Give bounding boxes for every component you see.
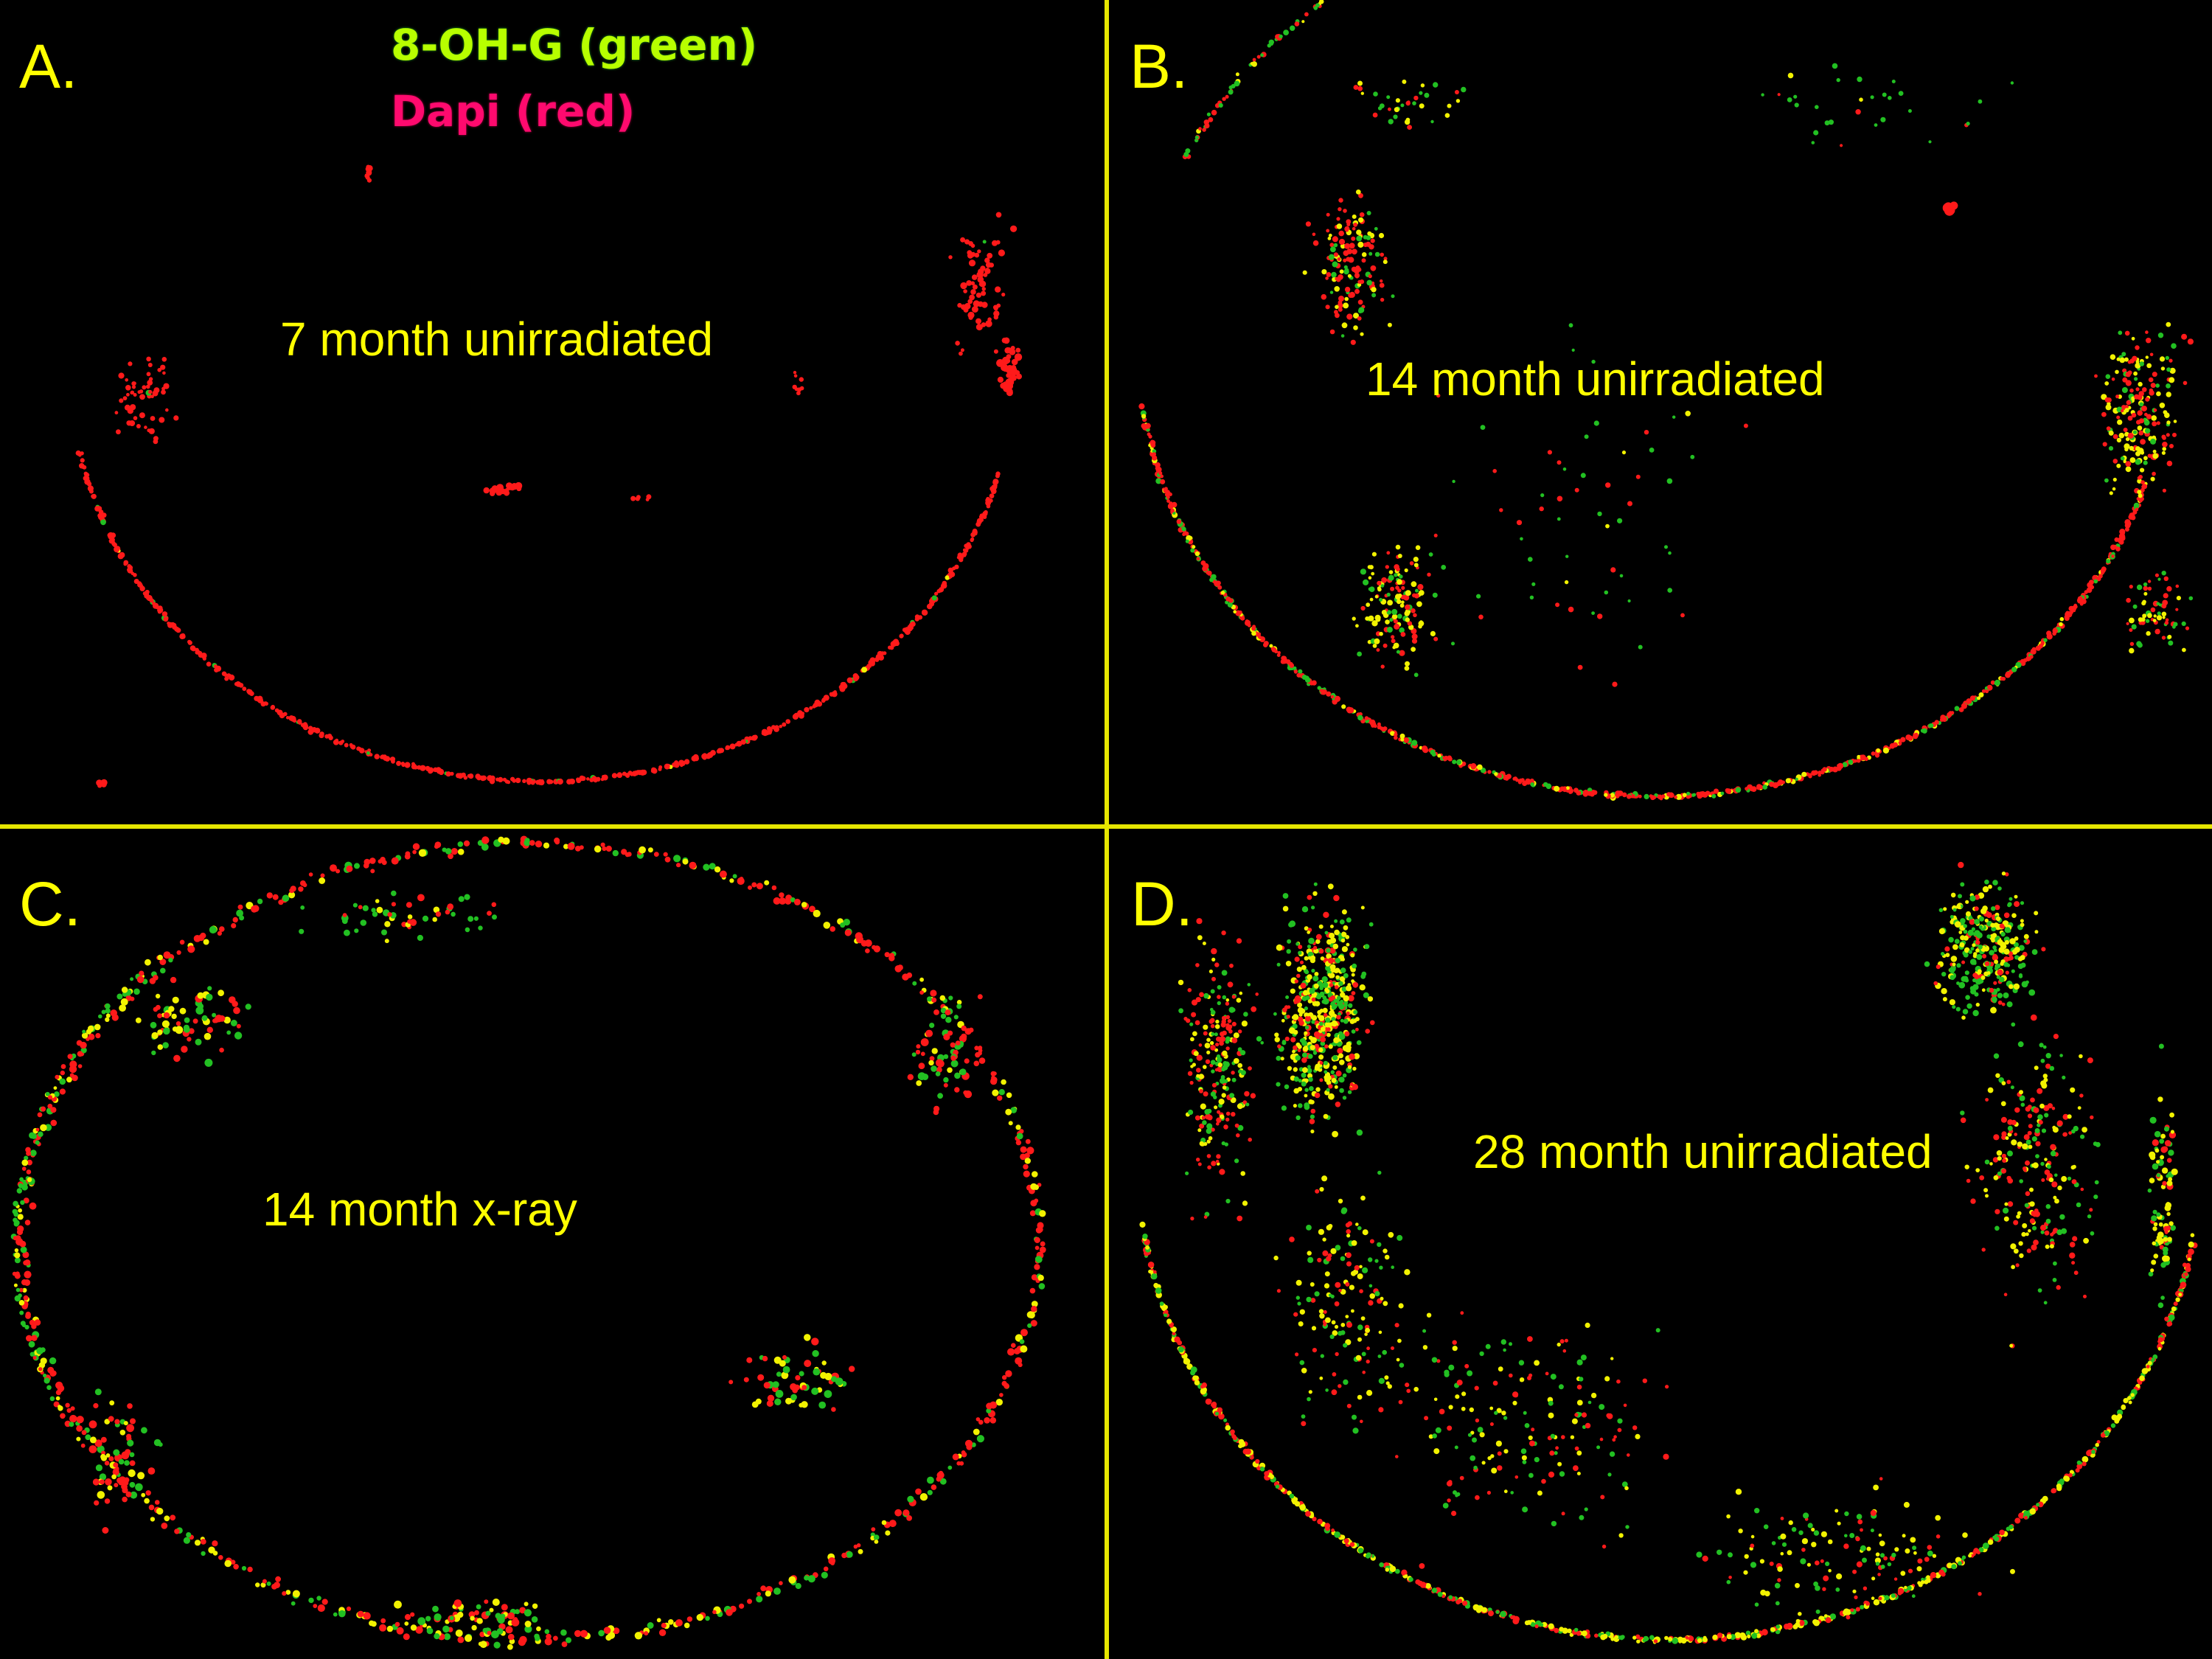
panel-a-letter: A.	[19, 32, 78, 101]
panel-a-caption: 7 month unirradiated	[280, 313, 714, 366]
panel-d: D. 28 month unirradiated	[1109, 829, 2212, 1659]
panel-d-caption: 28 month unirradiated	[1473, 1125, 1933, 1178]
panel-c-letter: C.	[19, 869, 81, 939]
panel-b: B. 14 month unirradiated	[1109, 0, 2212, 824]
panel-d-tissue-image	[1139, 861, 2198, 1644]
panel-c-tissue-image	[10, 835, 1046, 1650]
panel-a: A. 8-OH-G (green) Dapi (red) 7 month uni…	[0, 0, 1105, 824]
vertical-divider	[1105, 0, 1109, 1659]
horizontal-divider	[0, 824, 2212, 829]
panel-c: C. 14 month x-ray	[0, 829, 1105, 1659]
panel-b-letter: B.	[1130, 32, 1189, 101]
panel-a-tissue-image	[75, 164, 1023, 788]
panel-b-caption: 14 month unirradiated	[1366, 352, 1825, 406]
legend-8-oh-g: 8-OH-G (green)	[391, 20, 758, 70]
panel-c-caption: 14 month x-ray	[262, 1183, 577, 1236]
panel-b-tissue-image	[1138, 0, 2194, 801]
legend-dapi: Dapi (red)	[391, 86, 636, 136]
panel-d-letter: D.	[1131, 869, 1193, 939]
